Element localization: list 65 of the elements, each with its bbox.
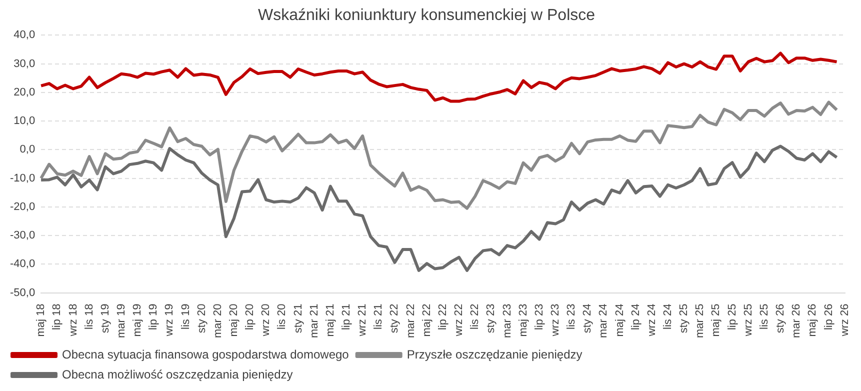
x-tick-label: lip 20 [244,304,256,330]
x-tick-label: maj 19 [132,304,144,337]
x-tick-label: sty 23 [485,304,498,334]
x-tick-label: mar 25 [694,304,706,338]
y-tick-label: -40,0 [10,258,36,270]
legend-label: Obecna sytuacja finansowa gospodarstwa domowego [62,347,350,362]
x-tick-label: sty 20 [196,304,208,334]
x-tick-label: maj 23 [517,304,530,337]
x-tick-label: lis 18 [83,304,96,330]
x-tick-label: wrz 18 [67,304,80,338]
x-tick-label: lis 21 [372,304,385,330]
x-tick-label: mar 20 [212,304,224,338]
x-tick-label: mar 24 [598,304,610,338]
x-tick-label: maj 22 [420,304,433,337]
y-tick-label: -50,0 [10,286,36,299]
x-tick-label: mar 19 [115,304,128,338]
x-tick-label: maj 24 [614,304,626,337]
x-tick-label: wrz 21 [356,304,369,338]
x-tick-label: lip 24 [630,304,642,330]
x-tick-label: maj 25 [710,304,722,337]
x-tick-label: wrz 24 [646,304,658,338]
y-tick-label: 0,0 [20,144,36,156]
x-tick-label: sty 19 [99,304,112,334]
x-tick-label: sty 24 [582,304,594,334]
x-tick-label: mar 22 [404,304,417,338]
x-tick-label: mar 23 [501,304,514,338]
x-tick-label: lip 26 [822,304,835,330]
x-tick-label: lis 25 [758,304,770,330]
x-tick-label: sty 25 [678,304,690,334]
y-tick-label: -30,0 [10,230,36,242]
x-tick-label: mar 26 [790,304,803,338]
x-tick-label: wrz 22 [453,304,466,338]
legend-label: Obecna możliwość oszczędzania pieniędzy [62,367,293,382]
chart-title: Wskaźniki koniunktury konsumenckiej w Polsce [258,7,596,24]
x-tick-label: maj 21 [324,304,336,337]
x-tick-label: lip 18 [51,304,64,330]
y-tick-label: 10,0 [14,115,36,128]
legend-label: Przyszłe oszczędzanie pieniędzy [406,347,582,362]
x-tick-label: lip 22 [436,304,449,330]
x-tick-label: lis 24 [662,304,674,330]
x-tick-label: wrz 25 [742,304,754,338]
x-tick-label: mar 21 [308,304,320,338]
x-tick-label: sty 21 [292,304,304,334]
x-tick-label: maj 20 [228,304,240,337]
x-tick-label: wrz 19 [164,304,176,338]
x-tick-label: lis 20 [276,304,288,330]
x-tick-label: sty 22 [388,304,401,334]
y-tick-label: 20,0 [14,86,36,98]
x-tick-label: lip 23 [533,304,546,330]
y-tick-label: 30,0 [14,58,36,70]
y-tick-label: -20,0 [10,200,36,213]
x-tick-label: lip 25 [726,304,738,330]
x-tick-label: sty 26 [774,304,787,334]
x-tick-label: lis 19 [180,304,192,330]
x-tick-label: wrz 20 [260,304,272,338]
x-tick-label: maj 26 [806,304,819,337]
x-tick-label: lis 23 [566,304,578,330]
x-tick-label: wrz 23 [549,304,562,338]
x-tick-label: wrz 26 [838,304,851,338]
x-tick-label: lis 22 [469,304,482,330]
x-tick-label: maj 18 [35,304,48,337]
y-tick-label: -10,0 [10,172,36,184]
y-tick-label: 40,0 [14,29,36,42]
x-tick-label: lip 21 [340,304,353,330]
x-tick-label: lip 19 [148,304,160,330]
